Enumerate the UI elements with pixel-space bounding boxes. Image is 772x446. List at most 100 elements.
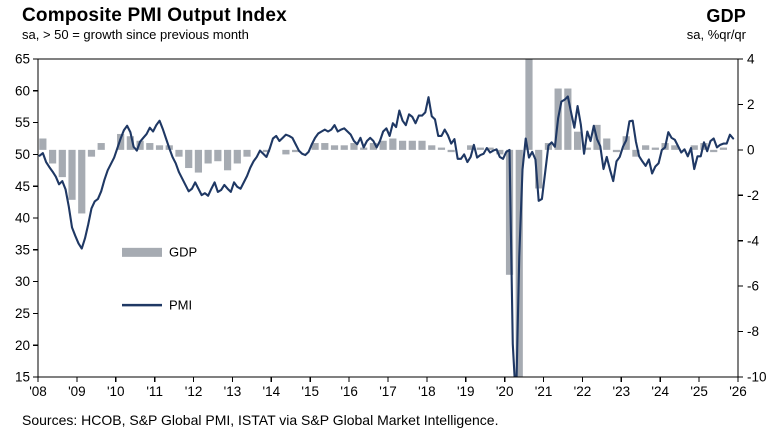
right-axis-tick-label: -4 <box>747 233 759 248</box>
x-axis-tick-label: '09 <box>68 384 86 399</box>
sources-note: Sources: HCOB, S&P Global PMI, ISTAT via… <box>22 412 499 428</box>
gdp-bar <box>632 149 640 157</box>
right-axis-tick-label: 0 <box>747 142 755 157</box>
gdp-bar <box>573 131 582 150</box>
gdp-bar <box>476 147 484 150</box>
x-axis-tick-label: '24 <box>651 384 669 399</box>
gdp-bar <box>428 145 436 150</box>
gdp-bar <box>330 145 339 150</box>
gdp-bar <box>612 149 621 153</box>
right-axis-labels: -10 -8 -6 -4 -2 0 2 4 <box>738 52 767 385</box>
gdp-bar <box>39 138 47 150</box>
gdp-bar <box>58 149 66 178</box>
left-axis-tick-label: 40 <box>15 211 30 226</box>
left-axis-tick-label: 55 <box>15 115 30 130</box>
left-axis-tick-label: 50 <box>15 147 30 162</box>
gdp-bar <box>282 149 290 155</box>
x-axis-tick-label: '16 <box>340 384 358 399</box>
gdp-bar <box>583 147 591 150</box>
x-axis-tick-label: '10 <box>107 384 125 399</box>
left-axis-tick-label: 30 <box>15 274 30 289</box>
gdp-bar <box>262 149 271 153</box>
gdp-bar <box>97 143 105 150</box>
legend-gdp-swatch <box>122 247 162 257</box>
left-axis-tick-label: 35 <box>15 242 30 257</box>
gdp-bar <box>603 138 611 150</box>
gdp-bar <box>78 149 86 214</box>
gdp-bar <box>622 136 630 150</box>
gdp-bar <box>710 149 718 153</box>
gdp-bar <box>321 143 329 150</box>
left-axis-tick-label: 25 <box>15 306 30 321</box>
gdp-bar <box>136 140 144 150</box>
right-axis-tick-label: 2 <box>747 97 755 112</box>
gdp-bar <box>642 145 650 150</box>
gdp-bar <box>87 149 96 157</box>
left-axis-tick-label: 45 <box>15 179 30 194</box>
x-axis-tick-label: '25 <box>690 384 708 399</box>
gdp-bar <box>564 88 572 150</box>
gdp-bar <box>525 59 533 150</box>
gdp-bar <box>447 149 455 153</box>
gdp-bar <box>223 149 232 171</box>
gdp-bar <box>671 145 679 150</box>
gdp-bars <box>39 59 728 377</box>
x-axis-tick-label: '18 <box>418 384 436 399</box>
gdp-bar <box>398 140 407 150</box>
right-axis-subtitle: sa, %qr/qr <box>686 27 746 42</box>
gdp-bar <box>496 149 504 155</box>
x-axis-tick-label: '17 <box>379 384 397 399</box>
gdp-bar <box>651 147 659 150</box>
right-axis-tick-label: -10 <box>747 370 767 385</box>
x-axis-tick-label: '13 <box>224 384 242 399</box>
gdp-bar <box>418 140 426 150</box>
gdp-bar <box>292 149 300 153</box>
right-axis-tick-label: -8 <box>747 324 759 339</box>
x-axis-tick-label: '11 <box>146 384 163 399</box>
gdp-bar <box>146 143 154 150</box>
gdp-bar <box>194 149 203 173</box>
legend-pmi: PMI <box>122 297 192 312</box>
gdp-bar <box>68 149 76 200</box>
gdp-bar <box>408 140 416 150</box>
right-axis-header: GDP sa, %qr/qr <box>687 5 746 43</box>
x-axis-tick-label: '14 <box>263 384 281 399</box>
x-axis-tick-label: '26 <box>729 384 747 399</box>
gdp-bar <box>233 149 241 164</box>
gdp-bar <box>467 145 475 150</box>
gdp-bar <box>214 149 222 162</box>
gdp-bar <box>350 143 358 150</box>
gdp-bar <box>204 149 212 164</box>
left-axis-tick-label: 65 <box>15 52 30 67</box>
gdp-bar <box>486 147 494 150</box>
pmi-line <box>38 95 735 377</box>
legend-gdp-label: GDP <box>169 245 197 260</box>
x-axis-tick-label: '08 <box>29 384 47 399</box>
x-axis-tick-label: '22 <box>574 384 592 399</box>
gdp-bar <box>243 149 251 157</box>
left-axis-labels: 15 20 25 30 35 40 45 50 55 60 65 <box>15 52 38 385</box>
gdp-bar <box>690 145 698 150</box>
gdp-bar <box>437 147 446 150</box>
left-axis-tick-label: 20 <box>15 338 30 353</box>
chart-header: Composite PMI Output Index sa, > 50 = gr… <box>0 5 772 51</box>
right-axis-title: GDP <box>706 6 746 26</box>
x-axis-tick-label: '21 <box>535 384 553 399</box>
chart-subtitle: sa, > 50 = growth since previous month <box>22 27 249 42</box>
chart-title: Composite PMI Output Index <box>22 5 287 26</box>
gdp-bar <box>126 136 134 150</box>
x-axis-labels: '08 '09 '10 '11 '12 '13 '14 '15 '16 '17 '18 '19 '20 '… <box>29 377 747 399</box>
plot-border <box>37 58 739 378</box>
gdp-bar <box>719 147 728 150</box>
x-axis-tick-label: '15 <box>301 384 319 399</box>
right-axis-tick-label: 4 <box>747 52 755 67</box>
left-axis-tick-label: 15 <box>15 370 30 385</box>
gdp-bar <box>379 140 387 150</box>
gdp-bar <box>535 149 543 189</box>
gdp-bar <box>117 133 125 150</box>
gdp-bar <box>175 149 183 157</box>
legend-pmi-label: PMI <box>169 297 192 312</box>
gdp-bar <box>340 145 348 150</box>
